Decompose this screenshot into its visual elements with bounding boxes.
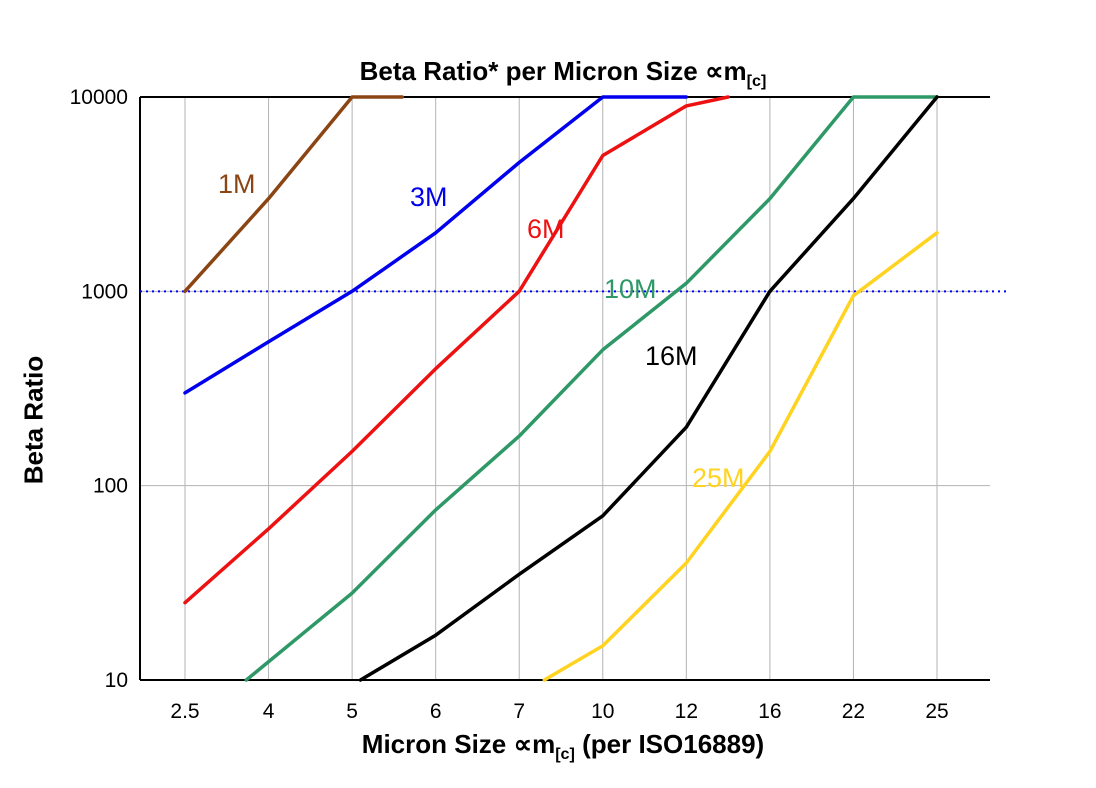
x-axis-title-text: Micron Size ∝m [361,729,556,759]
y-tick-label: 100 [93,475,128,498]
series-line-6M [183,95,730,605]
y-tick-label: 10000 [70,86,128,109]
series-line-1M [183,95,404,294]
y-tick-label: 10 [105,669,128,692]
x-axis-title-subscript: [c] [555,745,575,764]
x-tick-label: 6 [430,700,442,723]
x-axis-title-suffix: (per ISO16889) [574,729,765,759]
series-line-16M [358,95,939,682]
x-tick-label: 7 [513,700,525,723]
series-line-10M [244,95,939,682]
chart-title: Beta Ratio* per Micron Size ∝m[c] [360,56,767,91]
y-tick-label: 1000 [81,280,128,303]
x-axis-title: Micron Size ∝m[c] (per ISO16889) [362,729,764,764]
chart-title-text: Beta Ratio* per Micron Size ∝m [359,56,747,86]
series-label-10M: 10M [604,274,657,304]
x-tick-label: 16 [758,700,781,723]
series-label-16M: 16M [645,341,698,371]
series-label-1M: 1M [218,169,256,199]
series-label-3M: 3M [410,182,448,212]
series-line-3M [183,95,689,395]
x-tick-label: 22 [842,700,865,723]
x-tick-label: 2.5 [170,700,199,723]
x-tick-label: 10 [591,700,614,723]
x-tick-label: 5 [346,700,358,723]
series-line-25M [542,231,939,682]
series-label-6M: 6M [527,214,565,244]
x-tick-label: 4 [263,700,275,723]
x-tick-label: 12 [675,700,698,723]
series-label-25M: 25M [692,463,745,493]
x-tick-label: 25 [925,700,948,723]
chart-title-subscript: [c] [746,72,767,91]
